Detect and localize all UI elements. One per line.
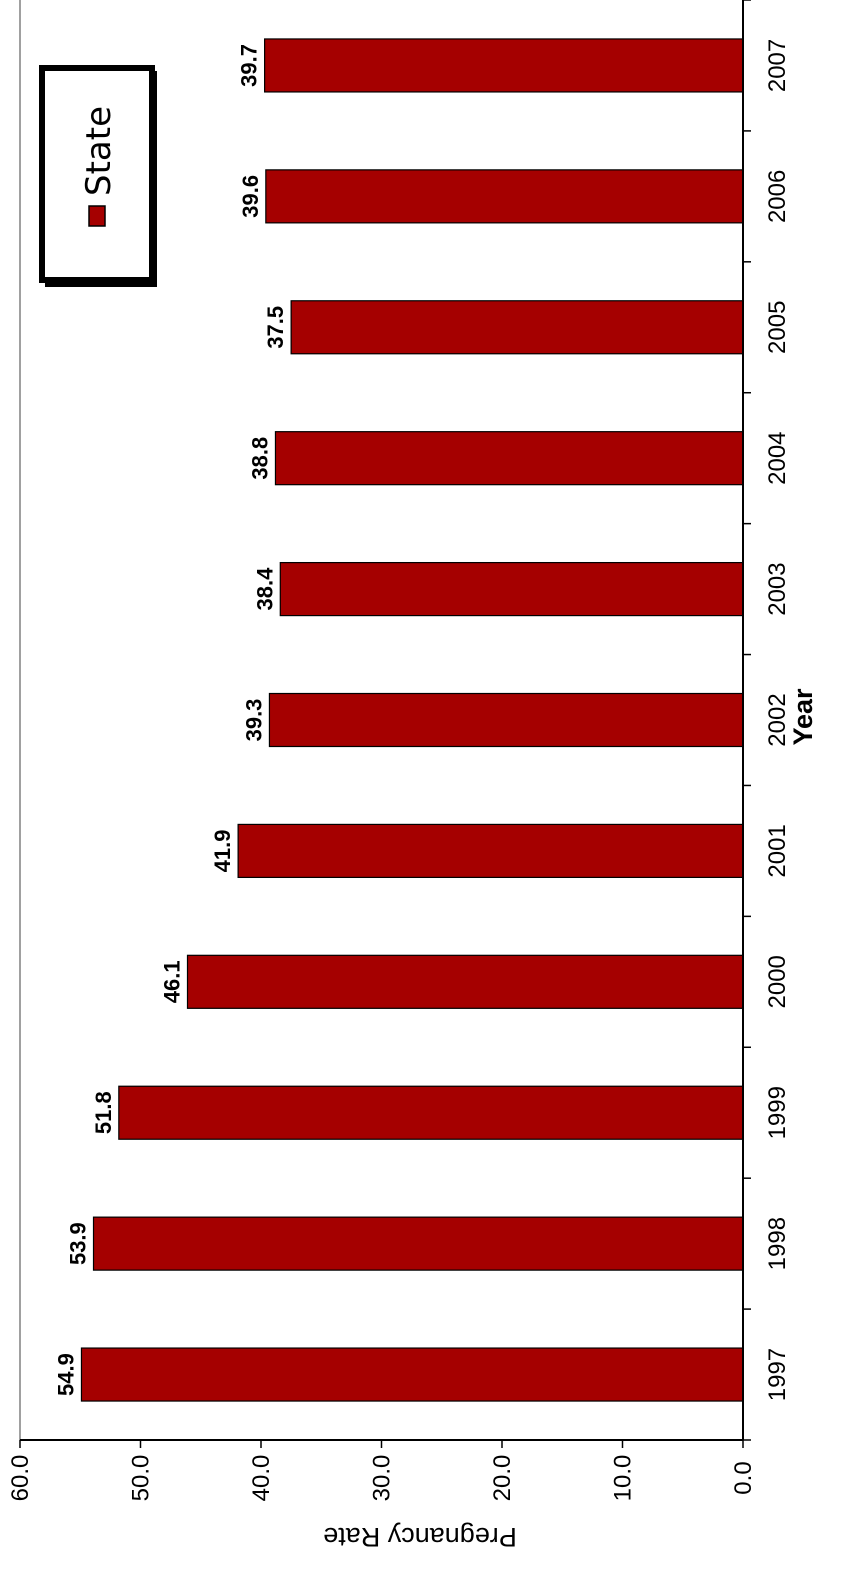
legend-swatch (88, 205, 106, 227)
data-label-2005: 37.5 (263, 306, 288, 349)
data-labels-layer: 54.9 53.9 51.8 46.1 41.9 39.3 38.4 38.8 37.5 39.6… (53, 44, 288, 1396)
bar-2001 (237, 823, 744, 879)
bar-1997 (80, 1347, 744, 1402)
bar-2006 (265, 169, 744, 224)
bar-2007 (264, 38, 744, 93)
value-tick-label: 50.0 (128, 1455, 155, 1502)
data-label-2001: 41.9 (210, 829, 235, 872)
value-tick-label: 20.0 (489, 1455, 516, 1502)
bar-2003 (279, 561, 744, 617)
category-label-2004: 2004 (764, 431, 791, 484)
category-label-2002: 2002 (764, 693, 791, 746)
category-labels-layer: 1997 1998 1999 2000 2001 2002 2003 2004 2005 2006… (764, 39, 791, 1401)
x-axis-title: Year (788, 688, 818, 746)
legend-label: State (79, 106, 119, 196)
bar-2004 (274, 431, 744, 486)
category-label-2000: 2000 (764, 955, 791, 1008)
value-tick-label: 40.0 (248, 1455, 275, 1502)
value-ticks-layer (19, 1440, 744, 1448)
data-label-2000: 46.1 (159, 960, 184, 1003)
value-tick-label: 0.0 (730, 1461, 757, 1494)
data-label-2007: 39.7 (237, 44, 262, 87)
category-label-2007: 2007 (764, 39, 791, 92)
data-label-1999: 51.8 (91, 1091, 116, 1134)
category-ticks-layer (743, 0, 751, 1441)
data-label-2006: 39.6 (238, 175, 263, 218)
category-label-2001: 2001 (764, 824, 791, 877)
legend: State (39, 65, 157, 287)
bar-2000 (186, 954, 744, 1009)
category-label-2005: 2005 (764, 301, 791, 354)
data-label-1998: 53.9 (66, 1222, 91, 1265)
legend-box (39, 65, 155, 283)
value-tick-label: 30.0 (369, 1455, 396, 1502)
bar-1998 (92, 1216, 744, 1271)
value-tick-label: 60.0 (7, 1455, 34, 1502)
category-label-1998: 1998 (764, 1217, 791, 1270)
data-label-2002: 39.3 (241, 699, 266, 742)
value-labels-layer: 0.0 10.0 20.0 30.0 40.0 50.0 60.0 (7, 1455, 757, 1502)
category-label-1999: 1999 (764, 1086, 791, 1139)
data-label-1997: 54.9 (53, 1353, 78, 1396)
category-label-2003: 2003 (764, 562, 791, 615)
category-label-1997: 1997 (764, 1348, 791, 1401)
value-tick-label: 10.0 (610, 1455, 637, 1502)
bars-layer (80, 38, 744, 1402)
bar-1999 (118, 1085, 744, 1140)
category-label-2006: 2006 (764, 170, 791, 223)
data-label-2004: 38.8 (247, 437, 272, 480)
y-axis-title: Pregnancy Rate (323, 1522, 517, 1552)
bar-2005 (290, 300, 744, 355)
data-label-2003: 38.4 (252, 567, 277, 611)
bar-2002 (268, 692, 744, 748)
